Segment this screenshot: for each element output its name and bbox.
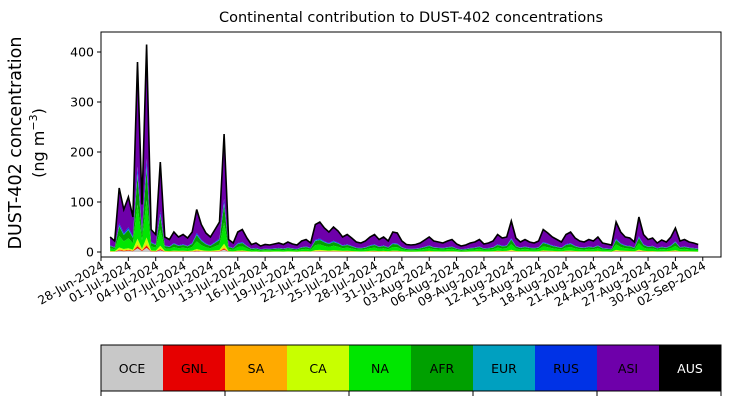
y-tick-label: 0: [86, 245, 94, 260]
legend-label: CA: [309, 361, 327, 376]
plot-area: [100, 31, 722, 258]
legend-swatch-sa: [225, 345, 287, 391]
legend-swatch-eur: [473, 345, 535, 391]
area-asi: [110, 44, 699, 250]
legend-colorbar: OCE GNL SA CA NA AFR EUR RUS ASI AUS: [100, 344, 722, 396]
legend-label: OCE: [119, 361, 146, 376]
legend-frame: [100, 344, 722, 392]
y-axis-label-line2: (ng m−3): [27, 108, 48, 178]
x-axis: 28-Jun-202401-Jul-202404-Jul-202407-Jul-…: [36, 257, 708, 309]
legend-swatch-oce: [101, 345, 163, 391]
legend-label: NA: [371, 361, 389, 376]
y-axis-label: DUST-402 concentration (ng m−3): [6, 37, 48, 250]
legend-swatch-afr: [411, 345, 473, 391]
y-axis-label-line1: DUST-402 concentration: [6, 37, 26, 250]
legend-swatch-ca: [287, 345, 349, 391]
legend-label: ASI: [618, 361, 638, 376]
y-tick-label: 400: [70, 45, 94, 60]
legend-label: EUR: [491, 361, 517, 376]
legend-label: AFR: [430, 361, 455, 376]
legend-label: SA: [248, 361, 265, 376]
area-oce: [110, 247, 699, 252]
legend-label: RUS: [553, 361, 579, 376]
legend-label: AUS: [677, 361, 703, 376]
legend-label: GNL: [181, 361, 207, 376]
area-na: [110, 200, 699, 252]
area-rus: [110, 158, 699, 250]
chart-title: Continental contribution to DUST-402 con…: [219, 10, 603, 26]
legend-swatch-gnl: [163, 345, 225, 391]
area-gnl: [110, 245, 699, 252]
y-axis: 0 100 200 300 400: [70, 45, 101, 260]
y-tick-label: 200: [70, 145, 94, 160]
total-line: [109, 44, 699, 247]
stacked-areas: [109, 44, 699, 252]
area-afr: [110, 169, 699, 251]
legend-swatch-na: [349, 345, 411, 391]
legend-swatch-asi: [597, 345, 659, 391]
unit-exponent: −3: [27, 114, 40, 130]
legend-swatch-aus: [659, 345, 721, 391]
area-ca: [110, 237, 699, 252]
area-eur: [110, 164, 699, 250]
y-tick-label: 300: [70, 95, 94, 110]
legend-swatch-rus: [535, 345, 597, 391]
y-tick-label: 100: [70, 195, 94, 210]
